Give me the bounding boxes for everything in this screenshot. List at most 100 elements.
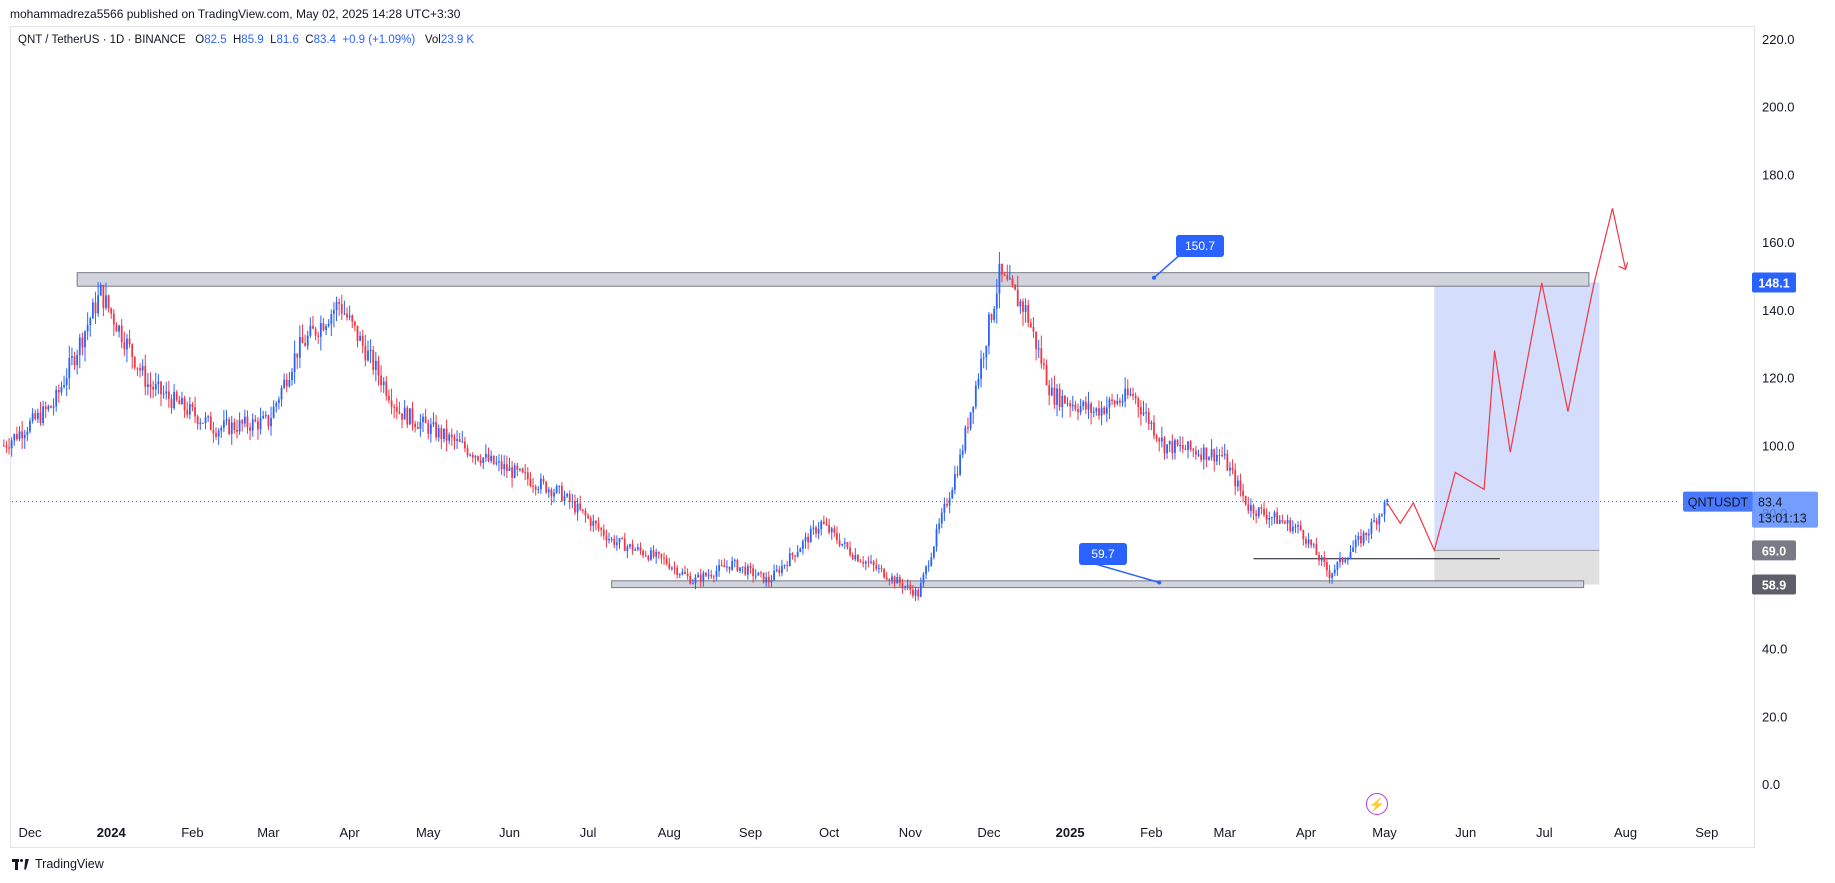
candle-body [864, 561, 867, 564]
candle-body [657, 552, 660, 554]
low-label: L [270, 34, 277, 46]
candle-body [1208, 457, 1210, 460]
candle-body [1056, 388, 1058, 405]
candle-body [1108, 399, 1111, 408]
candle-body [1192, 449, 1195, 451]
candle-body [817, 529, 820, 534]
candle-body [951, 490, 954, 499]
symbol-name[interactable]: QNT / TetherUS · 1D · BINANCE [18, 34, 186, 46]
candle-body [948, 498, 951, 506]
candle-body [249, 427, 251, 431]
lightning-icon[interactable]: ⚡ [1366, 793, 1388, 815]
candle-body [883, 568, 886, 578]
tradingview-logo-icon [12, 858, 30, 870]
candle-body [1357, 536, 1360, 540]
candle-body [1189, 441, 1192, 450]
candle-body [228, 419, 231, 434]
candle-body [424, 416, 427, 424]
candle-body [597, 523, 600, 529]
candle-body [636, 547, 639, 550]
candle-body [524, 471, 527, 473]
candle-body [503, 464, 506, 470]
candle-body [1166, 444, 1168, 454]
candle-body [560, 486, 563, 502]
candle-body [1048, 385, 1051, 396]
candle-body [715, 570, 718, 577]
candle-body [312, 325, 314, 329]
candle-body [1179, 444, 1182, 446]
candle-body [1354, 539, 1357, 548]
x-tick-label: Apr [1296, 825, 1317, 840]
candle-body [1236, 480, 1239, 487]
candle-body [1378, 515, 1381, 525]
candle-body [162, 393, 165, 395]
candle-body [537, 488, 540, 490]
candle-body [147, 384, 149, 387]
candle-body [47, 406, 50, 410]
candle-body [867, 561, 870, 563]
candle-body [264, 415, 267, 417]
candle-body [993, 308, 996, 320]
candle-body [1132, 393, 1134, 396]
candle-body [1116, 400, 1119, 405]
candle-body [752, 568, 755, 577]
candle-body [16, 434, 18, 440]
x-tick-label: May [1372, 825, 1397, 840]
candle-body [220, 427, 223, 431]
candle-body [602, 529, 605, 536]
candle-body [1242, 490, 1244, 496]
candle-body [18, 431, 21, 440]
candle-body [1077, 409, 1079, 413]
candle-body [778, 569, 781, 574]
candle-body [1139, 407, 1142, 415]
candle-body [595, 520, 597, 524]
candle-body [684, 571, 686, 574]
candle-body [377, 360, 380, 376]
candle-body [2, 445, 5, 447]
candle-body [1064, 395, 1066, 404]
candle-body [136, 367, 139, 369]
candle-body [660, 553, 663, 558]
candle-body [327, 323, 330, 327]
candle-body [1176, 440, 1179, 446]
candle-body [29, 420, 31, 432]
candle-body [1273, 512, 1276, 518]
last-price-tag [1752, 491, 1818, 528]
candle-body [1003, 274, 1006, 276]
candle-body [605, 535, 608, 541]
candle-body [175, 392, 178, 400]
candle-body [1195, 450, 1197, 455]
symbol-info-bar: QNT / TetherUS · 1D · BINANCE O82.5 H85.… [18, 34, 474, 46]
candle-body [128, 338, 131, 345]
candle-body [833, 528, 836, 533]
x-tick-label: 2025 [1056, 825, 1085, 840]
candle-body [1367, 533, 1370, 536]
candle-body [587, 515, 589, 518]
candle-body [319, 323, 322, 337]
candle-body [435, 422, 437, 438]
candle-body [367, 350, 369, 361]
candle-body [1276, 512, 1279, 524]
candle-body [988, 314, 990, 347]
candle-body [157, 381, 160, 384]
candle-body [1260, 507, 1263, 509]
candle-body [419, 421, 422, 429]
candle-body [1050, 387, 1053, 396]
candle-body [474, 456, 477, 458]
candle-body [959, 454, 961, 475]
candle-body [985, 346, 988, 358]
candle-body [1344, 560, 1347, 562]
candle-body [149, 384, 152, 387]
candle-body [238, 420, 241, 432]
candle-body [1318, 554, 1320, 561]
candle-body [1302, 530, 1305, 540]
candle-body [736, 560, 739, 571]
candle-body [623, 538, 626, 551]
candle-body [34, 413, 37, 419]
candle-body [112, 313, 115, 325]
candle-body [170, 399, 173, 409]
candle-body [1289, 519, 1292, 532]
support-zone [611, 580, 1585, 589]
candle-body [1045, 365, 1048, 386]
